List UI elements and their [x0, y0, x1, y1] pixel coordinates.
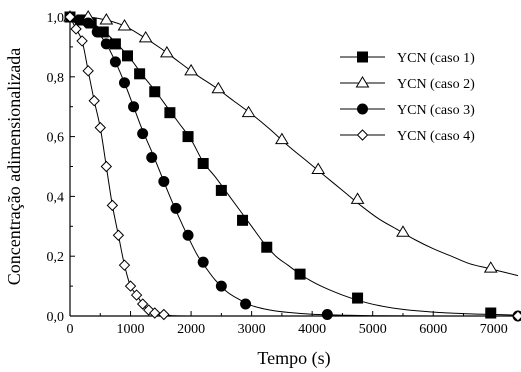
series-1-marker	[352, 292, 364, 304]
legend-marker	[357, 103, 368, 115]
y-tick-label: 0,8	[47, 71, 65, 86]
series-4-marker	[100, 160, 113, 173]
series-2-marker	[99, 13, 114, 25]
series-3-marker	[240, 298, 252, 310]
series-4-marker	[158, 308, 170, 321]
series-1-marker	[134, 68, 146, 80]
series-1-marker	[109, 38, 121, 50]
legend-label: YCN (caso 4)	[397, 129, 475, 144]
series-1-marker	[261, 241, 273, 253]
series-4-marker	[88, 95, 100, 107]
x-tick-label: 4000	[298, 322, 326, 337]
series-3-marker	[215, 280, 227, 292]
series-1-marker	[197, 158, 209, 170]
series-4-marker	[149, 307, 161, 319]
y-tick-label: 1,0	[47, 11, 65, 26]
series-3-marker	[170, 202, 182, 214]
series-3-marker	[158, 175, 170, 187]
series-4-marker	[118, 259, 131, 271]
y-axis: 0,0 0,2 0,4 0,6 0,8 1,0	[47, 11, 75, 325]
series-4-marker	[106, 199, 119, 212]
series-1-marker	[294, 268, 306, 280]
series-2-marker	[311, 162, 326, 174]
series-1-marker	[237, 214, 249, 226]
legend-marker	[355, 76, 370, 88]
series-2-marker	[159, 45, 174, 58]
series-4-marker	[94, 121, 106, 134]
x-tick-label: 7000	[480, 322, 508, 337]
series-4-marker	[70, 23, 82, 35]
y-tick-label: 0,2	[47, 250, 65, 265]
series-4-marker	[136, 298, 149, 310]
series-3-marker	[100, 38, 112, 50]
series-4-marker	[82, 65, 94, 77]
series-3-marker	[118, 77, 130, 89]
series-2-marker	[241, 105, 256, 118]
legend-label: YCN (caso 2)	[397, 77, 475, 92]
x-tick-label: 3000	[238, 322, 266, 337]
y-axis-title: Concentração adimensionalizada	[4, 48, 24, 285]
series-4-marker	[112, 229, 125, 241]
y-tick-label: 0,6	[47, 131, 65, 146]
series-3-marker	[137, 128, 149, 140]
series-4-marker	[130, 289, 143, 301]
series-3-marker	[197, 256, 209, 268]
series-3-marker	[128, 101, 140, 113]
series-1-marker	[164, 107, 176, 119]
series-2-marker	[396, 225, 410, 237]
series-4-marker	[64, 11, 76, 23]
series-3-marker	[182, 229, 194, 241]
series-markers	[63, 10, 521, 322]
series-1-marker	[485, 307, 497, 319]
legend-marker	[357, 51, 368, 63]
y-tick-label: 0,0	[47, 310, 65, 325]
legend: YCN (caso 1) YCN (caso 2) YCN (caso 3) YCN …	[340, 51, 475, 144]
x-tick-label: 1000	[117, 322, 145, 337]
y-tick-label: 0,4	[47, 190, 65, 205]
series-3-marker	[73, 14, 85, 26]
x-axis-title: Tempo (s)	[257, 348, 330, 369]
x-tick-label: 5000	[359, 322, 387, 337]
series-4-marker	[512, 310, 521, 322]
legend-marker	[356, 129, 369, 141]
series-3-marker	[109, 56, 121, 68]
legend-label: YCN (caso 3)	[397, 103, 475, 118]
x-axis: 0 1000 2000 3000 4000 5000 6000 7000	[67, 311, 508, 337]
series-2-marker	[184, 63, 198, 76]
series-2-marker	[117, 18, 132, 31]
series-2-marker	[483, 261, 498, 273]
series-1-marker	[122, 50, 134, 62]
x-tick-label: 6000	[419, 322, 447, 337]
legend-label: YCN (caso 1)	[397, 51, 475, 66]
series-1-marker	[182, 131, 194, 143]
series-4-marker	[124, 280, 137, 292]
series-2-marker	[211, 81, 226, 94]
x-tick-label: 2000	[177, 322, 205, 337]
series-2-marker	[275, 132, 289, 145]
x-tick-label: 0	[67, 322, 74, 337]
series-3-marker	[82, 17, 94, 29]
series-3-marker	[321, 309, 333, 321]
series-4-marker	[76, 35, 88, 47]
series-1-marker	[215, 184, 227, 196]
series-3-marker	[146, 152, 158, 164]
series-1-marker	[149, 86, 161, 98]
series-3-marker	[91, 26, 103, 38]
series-2-marker	[138, 30, 153, 43]
series-2-marker	[350, 192, 365, 204]
